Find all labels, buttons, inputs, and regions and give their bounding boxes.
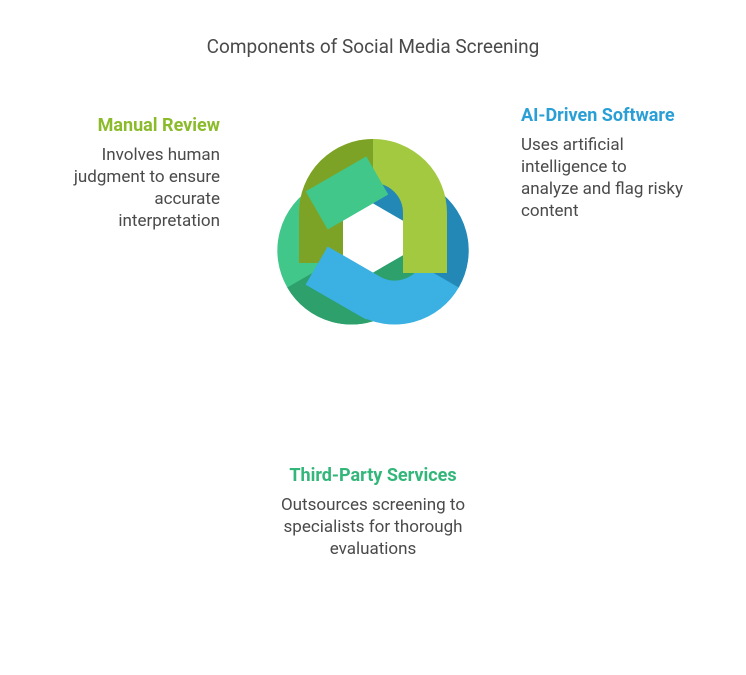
- component-ai-software: AI-Driven Software Uses artificial intel…: [521, 105, 686, 222]
- component-heading: Manual Review: [60, 115, 220, 138]
- page-title: Components of Social Media Screening: [0, 35, 746, 58]
- component-desc: Uses artificial intelligence to analyze …: [521, 134, 686, 222]
- component-heading: Third-Party Services: [278, 465, 468, 488]
- component-manual-review: Manual Review Involves human judgment to…: [60, 115, 220, 232]
- component-third-party: Third-Party Services Outsources screenin…: [278, 465, 468, 560]
- component-desc: Outsources screening to specialists for …: [278, 494, 468, 560]
- trefoil-knot-icon: [243, 98, 503, 418]
- component-heading: AI-Driven Software: [521, 105, 686, 128]
- component-desc: Involves human judgment to ensure accura…: [60, 144, 220, 232]
